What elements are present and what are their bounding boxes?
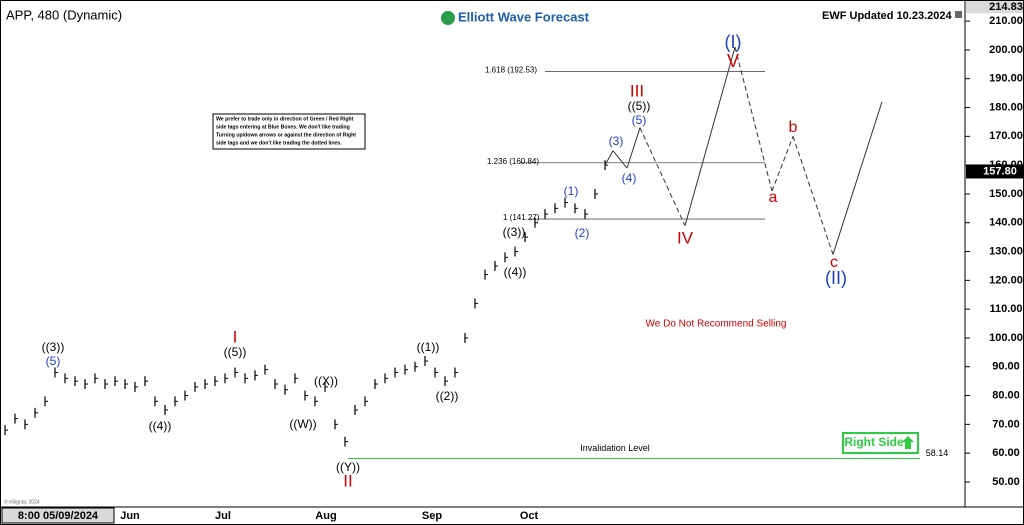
y-tick-label: 80.00 <box>992 389 1020 401</box>
projection-segment <box>832 101 883 255</box>
wave-label: ((2)) <box>436 389 459 403</box>
wave-label: V <box>727 51 739 71</box>
high-label: 214.83 <box>989 1 1023 13</box>
warning: We Do Not Recommend Selling <box>646 319 787 330</box>
y-tick-label: 210.00 <box>989 15 1023 27</box>
projection-segment <box>734 46 773 192</box>
y-tick-label: 120.00 <box>989 274 1023 286</box>
y-tick-label: 170.00 <box>989 130 1023 142</box>
wave-label: ((4)) <box>504 265 527 279</box>
wave-label: (5) <box>632 113 647 127</box>
wave-label: ((5)) <box>628 99 651 113</box>
wave-label: (5) <box>46 354 61 368</box>
projection-segment <box>626 127 641 169</box>
last-price-box <box>966 164 1023 179</box>
symbol-title: APP, 480 (Dynamic) <box>6 7 122 22</box>
y-tick-label: 140.00 <box>989 217 1023 229</box>
right-side-box <box>842 432 919 454</box>
x-tick-label: Jun <box>120 510 140 522</box>
y-tick-label: 130.00 <box>989 245 1023 257</box>
brand: Elliott Wave Forecast <box>458 9 590 24</box>
note-box <box>212 113 366 150</box>
wave-label: (I) <box>725 32 742 52</box>
y-tick-label: 190.00 <box>989 73 1023 85</box>
x-tick-label: Oct <box>520 510 539 522</box>
y-tick-label: 110.00 <box>989 303 1022 315</box>
wave-label: ((X)) <box>314 374 338 388</box>
note-line: We prefer to trade only in direction of … <box>216 116 354 122</box>
y-tick-label: 180.00 <box>989 101 1023 113</box>
wave-label: II <box>343 471 352 490</box>
y-tick-label: 50.00 <box>992 476 1020 488</box>
projection-segment <box>771 136 794 192</box>
wave-label: IV <box>677 228 694 247</box>
wave-label: a <box>769 189 778 206</box>
copyright: © eSignal, 2024 <box>4 498 40 505</box>
wave-label: c <box>830 254 838 271</box>
icon <box>955 11 962 18</box>
wave-label: (1) <box>564 184 579 198</box>
note-line: Turning up/down arrows or against the di… <box>216 132 356 138</box>
x-tick-label: Sep <box>422 510 442 522</box>
wave-label: (2) <box>575 226 590 240</box>
x-tick-label: 8:00 05/09/2024 <box>18 510 99 522</box>
wave-label: ((W)) <box>289 417 316 431</box>
fib-label: 1.618 (192.53) <box>485 66 537 75</box>
wave-label: III <box>630 81 644 100</box>
wave-label: ((Y)) <box>336 460 360 474</box>
last-price-label: 157.80 <box>983 165 1017 177</box>
fib-label: 1.236 (160.84) <box>487 157 539 166</box>
logo-icon <box>441 11 455 25</box>
x-tick-label: Jul <box>215 510 231 522</box>
wave-label: ((5)) <box>224 345 247 359</box>
right-side-label: Right Side <box>844 435 904 449</box>
wave-label: b <box>789 119 798 136</box>
wave-label: I <box>233 327 238 346</box>
wave-label: (4) <box>622 171 637 185</box>
wave-label: (3) <box>609 134 624 148</box>
y-tick-label: 90.00 <box>992 361 1020 373</box>
y-tick-label: 200.00 <box>989 44 1023 56</box>
projection-segment <box>792 136 834 255</box>
wave-label: ((4)) <box>149 419 172 433</box>
wave-label: (II) <box>825 268 847 288</box>
y-tick-label: 70.00 <box>992 418 1020 430</box>
fib-label: 1 (141.27) <box>503 213 540 222</box>
note-line: side tags entering at Blue Boxes. We don… <box>216 124 350 130</box>
y-tick-label: 60.00 <box>992 447 1020 459</box>
invalidation-value: 58.14 <box>926 448 949 458</box>
wave-label: ((1)) <box>417 340 440 354</box>
wave-label: ((3)) <box>42 340 65 354</box>
x-tick-label: Aug <box>315 510 336 522</box>
projection-segment <box>639 127 686 226</box>
up-arrow <box>902 436 914 449</box>
projection-segment <box>604 150 614 166</box>
invalidation-text: Invalidation Level <box>580 443 650 453</box>
high-box <box>966 1 1023 14</box>
note-line: side tags and we don't like trading the … <box>216 140 342 146</box>
projection-segment <box>612 150 628 169</box>
wave-label: ((3)) <box>503 225 526 239</box>
projection-segment <box>684 46 736 226</box>
y-tick-label: 100.00 <box>989 332 1023 344</box>
date-box <box>1 507 115 524</box>
y-tick-label: 150.00 <box>989 188 1023 200</box>
updated: EWF Updated 10.23.2024 <box>822 10 952 22</box>
